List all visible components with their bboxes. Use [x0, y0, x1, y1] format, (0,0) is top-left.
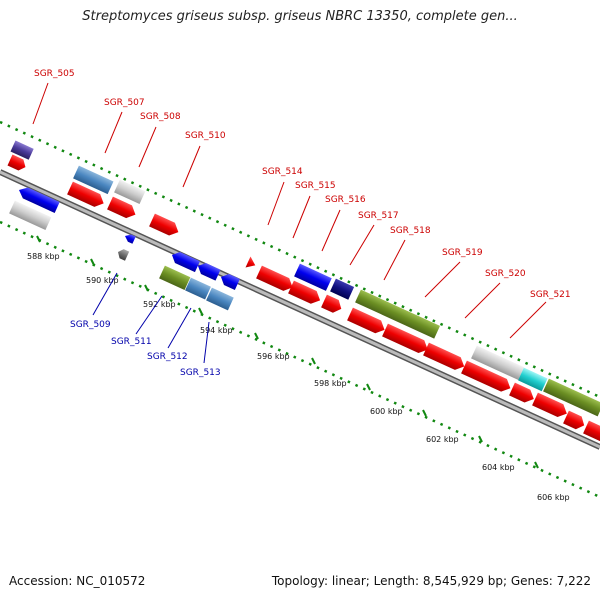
- gene-label-sgr515[interactable]: SGR_515: [295, 181, 336, 191]
- gene-feature-blue[interactable]: [170, 250, 200, 273]
- accession-text: Accession: NC_010572: [9, 574, 146, 588]
- forward-genes: [7, 140, 600, 446]
- scale-ticks: [36, 235, 539, 469]
- gene-feature-red[interactable]: [583, 420, 600, 446]
- gene-feature-red[interactable]: [423, 342, 467, 373]
- gene-feature-red[interactable]: [532, 392, 570, 420]
- scale-label-606: 606 kbp: [537, 493, 570, 502]
- scale-label-600: 600 kbp: [370, 407, 403, 416]
- gene-label-sgr513[interactable]: SGR_513: [180, 368, 221, 378]
- gene-feature-red[interactable]: [347, 307, 387, 337]
- gene-label-sgr518[interactable]: SGR_518: [390, 226, 431, 236]
- gene-label-sgr507[interactable]: SGR_507: [104, 98, 145, 108]
- gene-feature-sgr515[interactable]: [256, 265, 295, 294]
- gene-feature-red[interactable]: [288, 280, 323, 307]
- scale-label-602: 602 kbp: [426, 435, 459, 444]
- gene-label-sgr511[interactable]: SGR_511: [111, 337, 152, 347]
- gene-feature-sgr518[interactable]: [355, 289, 441, 339]
- gene-label-sgr509[interactable]: SGR_509: [70, 320, 111, 330]
- gene-label-sgr520[interactable]: SGR_520: [485, 269, 526, 279]
- reverse-genes: [9, 185, 240, 311]
- gene-feature-sgr516[interactable]: [330, 278, 355, 300]
- gene-feature-sgr517[interactable]: [321, 294, 344, 316]
- scale-label-596: 596 kbp: [257, 352, 290, 361]
- scale-label-604: 604 kbp: [482, 463, 515, 472]
- gene-feature-cyan[interactable]: [518, 367, 548, 392]
- gene-feature-red[interactable]: [67, 181, 106, 210]
- gene-feature-blue[interactable]: [219, 272, 240, 290]
- forward-track-guide: [0, 120, 600, 399]
- scale-label-598: 598 kbp: [314, 379, 347, 388]
- gene-label-sgr521[interactable]: SGR_521: [530, 290, 571, 300]
- gene-feature-red[interactable]: [563, 410, 587, 432]
- gene-feature-red[interactable]: [461, 360, 513, 395]
- gene-label-sgr517[interactable]: SGR_517: [358, 211, 399, 221]
- gene-label-sgr508[interactable]: SGR_508: [140, 112, 181, 122]
- scale-label-592: 592 kbp: [143, 300, 176, 309]
- gene-feature-darkgray[interactable]: [116, 247, 130, 261]
- gene-feature-sgr519[interactable]: [382, 323, 431, 356]
- gene-feature-sgr511[interactable]: [159, 265, 191, 291]
- gene-feature-sgr513[interactable]: [206, 287, 234, 311]
- sequence-backbone: [0, 169, 600, 450]
- gene-label-sgr510[interactable]: SGR_510: [185, 131, 226, 141]
- reverse-track-guide: [0, 220, 600, 499]
- gene-label-sgr516[interactable]: SGR_516: [325, 195, 366, 205]
- gene-feature-sgr515-blue[interactable]: [294, 263, 332, 291]
- gene-feature-blue[interactable]: [196, 261, 221, 281]
- scale-label-590: 590 kbp: [86, 276, 119, 285]
- genome-summary-text: Topology: linear; Length: 8,545,929 bp; …: [271, 574, 591, 588]
- gene-feature-sgr505[interactable]: [10, 140, 34, 160]
- gene-label-sgr505[interactable]: SGR_505: [34, 69, 75, 79]
- gene-feature-blue-small[interactable]: [123, 232, 136, 244]
- gene-feature-sgr520[interactable]: [471, 345, 525, 381]
- gene-feature-gray[interactable]: [9, 200, 52, 231]
- gene-feature-blue[interactable]: [17, 185, 60, 213]
- gene-feature-red[interactable]: [509, 382, 537, 406]
- reverse-gene-labels: SGR_509 SGR_511 SGR_512 SGR_513: [70, 320, 221, 378]
- gene-feature-sgr507[interactable]: [73, 165, 114, 195]
- forward-gene-labels: SGR_505 SGR_507 SGR_508 SGR_510 SGR_514 …: [34, 69, 571, 300]
- gene-feature-red[interactable]: [7, 154, 28, 173]
- gene-feature-sgr521[interactable]: [543, 378, 600, 417]
- scale-labels: 588 kbp 590 kbp 592 kbp 594 kbp 596 kbp …: [27, 252, 570, 502]
- gene-feature-sgr510[interactable]: [149, 213, 181, 239]
- gene-feature-sgr512[interactable]: [185, 277, 211, 300]
- gene-label-sgr519[interactable]: SGR_519: [442, 248, 483, 258]
- reverse-leader-lines: [92, 272, 210, 364]
- scale-label-594: 594 kbp: [200, 326, 233, 335]
- gene-feature-sgr514[interactable]: [245, 256, 258, 271]
- scale-label-588: 588 kbp: [27, 252, 60, 261]
- map-title: Streptomyces griseus subsp. griseus NBRC…: [82, 9, 518, 24]
- gene-label-sgr512[interactable]: SGR_512: [147, 352, 188, 362]
- forward-leader-lines: [32, 82, 547, 339]
- gene-label-sgr514[interactable]: SGR_514: [262, 167, 303, 177]
- gene-feature-sgr508[interactable]: [114, 179, 146, 205]
- gene-feature-red[interactable]: [107, 196, 138, 221]
- backbone-line-inner: [0, 170, 600, 449]
